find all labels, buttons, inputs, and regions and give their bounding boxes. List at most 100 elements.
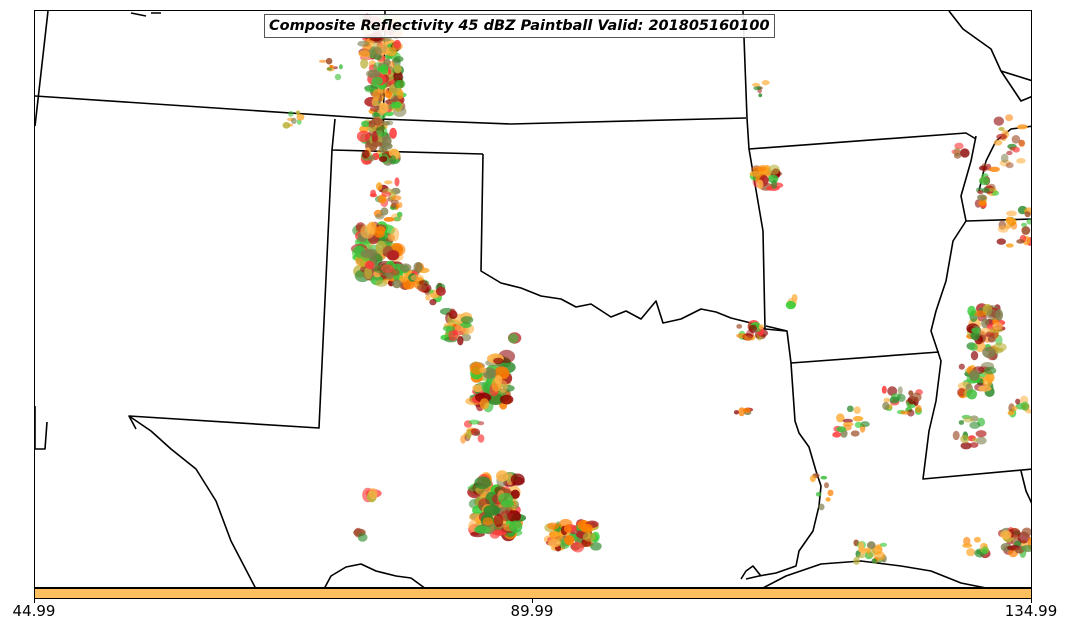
storm-blob xyxy=(410,274,424,282)
storm-blob xyxy=(470,428,481,436)
state-borders xyxy=(35,11,1031,587)
storm-blob xyxy=(997,225,1009,233)
storm-blob xyxy=(563,524,572,533)
storm-blob xyxy=(897,386,903,395)
storm-blob xyxy=(448,329,459,341)
storm-blob xyxy=(850,430,860,437)
storm-blob xyxy=(571,542,584,553)
storm-blob xyxy=(381,191,392,197)
storm-blob xyxy=(479,367,487,374)
storm-blob xyxy=(977,194,987,201)
colorbar-label-min: 44.99 xyxy=(12,602,56,620)
storm-blob xyxy=(472,384,484,393)
border-co-wy-west xyxy=(35,11,49,127)
storm-blob xyxy=(282,122,291,129)
storm-blob xyxy=(993,116,1004,126)
storm-blob xyxy=(393,39,401,49)
storm-blob xyxy=(988,166,1000,172)
storm-blob xyxy=(361,149,370,159)
storm-blob xyxy=(392,279,402,289)
storm-blob xyxy=(867,541,876,550)
storm-blob xyxy=(580,523,593,533)
storm-blob xyxy=(364,260,375,270)
storm-blob xyxy=(736,324,743,329)
border-ok-tx-panhandle xyxy=(480,153,787,332)
storm-blob xyxy=(820,475,828,480)
storm-blob xyxy=(547,538,561,548)
storm-blob xyxy=(390,202,397,209)
storm-blob xyxy=(1026,218,1031,225)
storm-blob xyxy=(288,110,294,117)
storm-blob xyxy=(836,426,847,433)
storm-blob xyxy=(1021,544,1031,553)
storm-blob xyxy=(1011,135,1021,144)
storm-blob xyxy=(388,148,400,157)
storm-blob xyxy=(733,410,739,415)
storm-blob xyxy=(1021,401,1029,411)
storm-blob xyxy=(962,543,973,548)
storm-blob xyxy=(982,549,988,554)
storm-blob xyxy=(970,350,979,361)
storm-blob xyxy=(1021,226,1031,235)
storm-blob xyxy=(853,556,860,565)
storm-blob xyxy=(356,130,371,143)
storm-blob xyxy=(384,111,394,117)
storm-blob xyxy=(376,182,383,191)
storm-blob xyxy=(818,503,825,511)
storm-blob xyxy=(468,419,480,425)
storm-blob xyxy=(749,170,761,177)
storm-blob xyxy=(907,409,915,417)
storm-blob xyxy=(380,207,389,216)
storm-blob xyxy=(373,76,383,85)
border-il-in xyxy=(948,11,1031,82)
storm-blob xyxy=(879,542,888,547)
colorbar-tick-middle xyxy=(532,599,533,603)
storm-blob xyxy=(960,434,970,444)
storm-blob xyxy=(752,82,760,87)
storm-blob xyxy=(329,64,334,69)
storm-blob xyxy=(377,194,387,204)
storm-blob xyxy=(564,535,575,546)
storm-blob xyxy=(1015,398,1021,405)
storm-blob xyxy=(768,164,780,175)
storm-blob xyxy=(757,179,764,190)
storm-blob xyxy=(367,155,376,161)
storm-blob xyxy=(748,324,758,334)
storm-blob xyxy=(357,40,370,47)
storm-blob xyxy=(399,263,412,273)
storm-blob xyxy=(736,333,747,339)
storm-blob xyxy=(1006,150,1013,156)
colorbar-label-mid: 89.99 xyxy=(510,602,554,620)
storm-blob xyxy=(393,70,403,83)
storm-blob xyxy=(385,120,394,126)
storm-blob xyxy=(460,316,474,324)
storm-blob xyxy=(391,195,402,201)
storm-blob xyxy=(978,385,992,392)
storm-blob xyxy=(960,442,972,450)
storm-blob xyxy=(853,406,861,415)
storm-blob xyxy=(975,430,987,438)
storm-blob xyxy=(956,387,966,397)
storm-blob xyxy=(960,148,970,158)
border-nm-west xyxy=(128,149,333,430)
storm-blob xyxy=(915,404,922,413)
storm-blob xyxy=(389,127,397,139)
storm-blob xyxy=(402,279,415,290)
storm-blob xyxy=(493,357,504,365)
storm-blob xyxy=(296,113,305,121)
storm-blob xyxy=(881,385,887,394)
storm-blob xyxy=(360,58,369,69)
storm-blob xyxy=(383,217,395,222)
storm-blob xyxy=(334,73,342,81)
storm-blob xyxy=(361,120,370,128)
storm-blob xyxy=(396,211,403,218)
storm-blob xyxy=(368,46,382,58)
border-nm-north xyxy=(331,118,484,155)
storm-blob xyxy=(375,279,388,287)
storm-blob xyxy=(978,177,990,185)
storm-blob xyxy=(369,193,377,198)
storm-blob xyxy=(371,141,383,147)
storm-blob xyxy=(372,89,381,101)
colorbar-tick-right xyxy=(1031,599,1032,603)
storm-blob xyxy=(375,213,385,220)
